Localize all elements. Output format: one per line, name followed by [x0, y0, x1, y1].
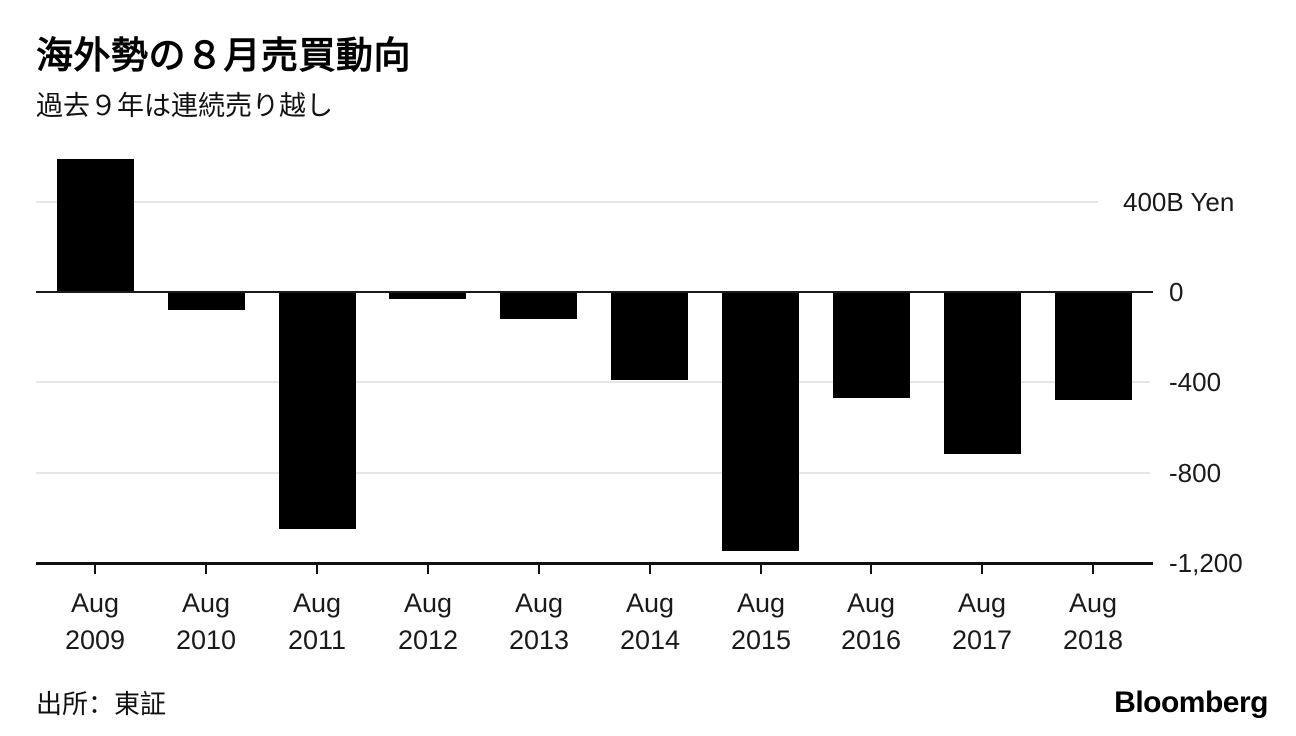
- x-tick-label: Aug 2009: [33, 585, 157, 659]
- x-tick-label: Aug 2011: [255, 585, 379, 659]
- bar-aug-2013: [500, 292, 577, 319]
- x-tick-label: Aug 2018: [1031, 585, 1155, 659]
- bar-aug-2012: [389, 292, 466, 299]
- x-tick-year: 2016: [840, 625, 902, 655]
- x-tick-label: Aug 2016: [809, 585, 933, 659]
- x-tick-month: Aug: [181, 588, 231, 618]
- x-tick-mark: [427, 563, 429, 574]
- x-tick-label: Aug 2010: [144, 585, 268, 659]
- y-tick-label: 400B Yen: [1123, 187, 1235, 217]
- bar-aug-2017: [944, 292, 1021, 454]
- x-tick-year: 2014: [619, 625, 681, 655]
- y-tick-label: -800: [1169, 458, 1222, 488]
- bar-aug-2014: [611, 292, 688, 380]
- x-tick-mark: [760, 563, 762, 574]
- x-tick-year: 2012: [397, 625, 459, 655]
- x-tick-label: Aug 2017: [920, 585, 1044, 659]
- y-tick-label: -1,200: [1169, 548, 1243, 578]
- x-tick-year: 2010: [175, 625, 237, 655]
- x-tick-year: 2011: [287, 625, 347, 655]
- x-tick-year: 2017: [951, 625, 1013, 655]
- x-tick-month: Aug: [625, 588, 675, 618]
- gridline: [36, 381, 1150, 383]
- x-tick-year: 2013: [508, 625, 570, 655]
- chart-subtitle: 過去９年は連続売り越し: [36, 91, 333, 121]
- x-tick-month: Aug: [846, 588, 896, 618]
- x-tick-year: 2015: [730, 625, 792, 655]
- bar-aug-2010: [168, 292, 245, 310]
- x-tick-month: Aug: [292, 588, 342, 618]
- source-note: 出所：東証: [36, 689, 167, 719]
- x-tick-mark: [1092, 563, 1094, 574]
- gridline: [36, 201, 1098, 203]
- x-tick-mark: [316, 563, 318, 574]
- bloomberg-logo: Bloomberg: [1114, 686, 1268, 719]
- x-tick-mark: [981, 563, 983, 574]
- bar-aug-2009: [57, 159, 134, 292]
- chart-title: 海外勢の８月売買動向: [36, 35, 411, 76]
- x-tick-month: Aug: [70, 588, 120, 618]
- bar-aug-2015: [722, 292, 799, 551]
- x-tick-mark: [538, 563, 540, 574]
- gridline: [36, 472, 1150, 474]
- x-tick-year: 2009: [64, 625, 126, 655]
- x-tick-mark: [649, 563, 651, 574]
- x-tick-label: Aug 2012: [366, 585, 490, 659]
- bar-aug-2018: [1055, 292, 1132, 400]
- x-tick-month: Aug: [957, 588, 1007, 618]
- x-tick-mark: [94, 563, 96, 574]
- y-tick-label: 0: [1169, 277, 1184, 307]
- x-tick-month: Aug: [403, 588, 453, 618]
- zero-line: [36, 291, 1153, 293]
- x-tick-mark: [205, 563, 207, 574]
- bar-aug-2011: [279, 292, 356, 529]
- x-tick-mark: [870, 563, 872, 574]
- bar-aug-2016: [833, 292, 910, 398]
- x-tick-year: 2018: [1062, 625, 1124, 655]
- x-tick-month: Aug: [514, 588, 564, 618]
- x-tick-month: Aug: [736, 588, 786, 618]
- x-tick-month: Aug: [1068, 588, 1118, 618]
- y-tick-label: -400: [1169, 367, 1222, 397]
- x-axis-line: [36, 562, 1153, 565]
- x-tick-label: Aug 2014: [588, 585, 712, 659]
- x-tick-label: Aug 2015: [699, 585, 823, 659]
- x-tick-label: Aug 2013: [477, 585, 601, 659]
